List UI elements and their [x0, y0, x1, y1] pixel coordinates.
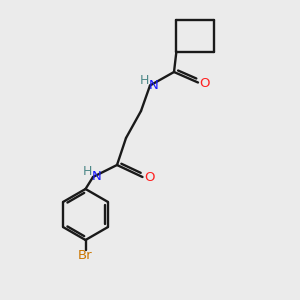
Text: H: H — [83, 165, 92, 178]
Text: N: N — [149, 79, 158, 92]
Text: N: N — [92, 170, 101, 184]
Text: H: H — [140, 74, 149, 87]
Text: Br: Br — [78, 249, 93, 262]
Text: O: O — [144, 171, 154, 184]
Text: O: O — [199, 76, 210, 90]
